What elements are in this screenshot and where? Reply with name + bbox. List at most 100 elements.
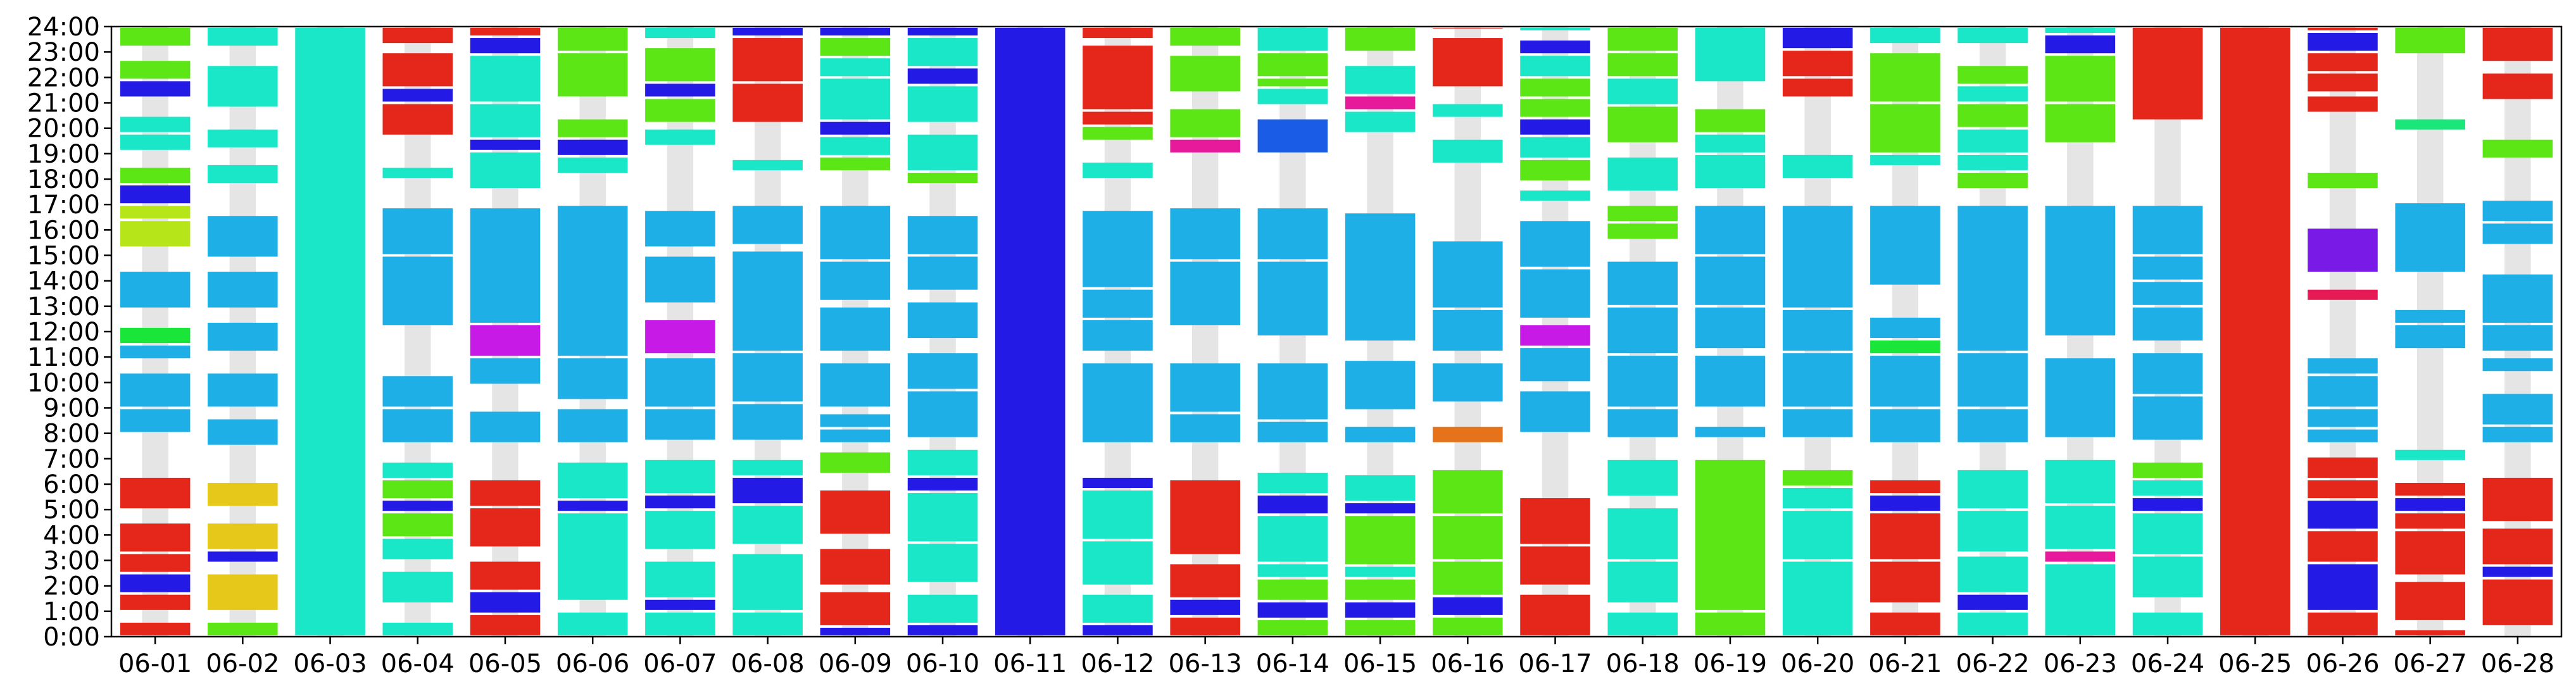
segment-bar	[1433, 241, 1503, 308]
y-tick-label: 11:00	[27, 343, 100, 372]
segment-bar	[2395, 449, 2465, 460]
segment-bar	[1870, 356, 1940, 407]
x-tick-label: 06-05	[468, 649, 542, 678]
segment-bar	[645, 84, 715, 97]
segment-bar	[2482, 394, 2553, 425]
segment-bar	[1520, 41, 1590, 54]
segment-bar	[2395, 513, 2465, 529]
segment-bar	[382, 167, 453, 178]
segment-bar	[1433, 470, 1503, 514]
y-tick-label: 7:00	[43, 445, 100, 474]
x-tick-label: 06-03	[293, 649, 367, 678]
segment-bar	[208, 272, 278, 308]
segment-bar	[1870, 317, 1940, 339]
segment-bar	[1870, 561, 1940, 602]
y-tick-label: 6:00	[43, 470, 100, 499]
segment-bar	[470, 592, 541, 613]
segment-bar	[557, 409, 628, 442]
segment-bar	[1870, 612, 1940, 635]
segment-bar	[732, 251, 803, 351]
segment-bar	[382, 480, 453, 499]
segment-bar	[2482, 223, 2553, 244]
segment-bar	[645, 496, 715, 509]
segment-bar	[120, 346, 191, 359]
segment-bar	[2132, 396, 2203, 440]
segment-bar	[1957, 556, 2028, 592]
segment-bar	[820, 549, 891, 585]
segment-bar	[1345, 427, 1416, 442]
x-tick-label: 06-04	[381, 649, 455, 678]
segment-bar	[2308, 28, 2378, 31]
y-tick-label: 4:00	[43, 521, 100, 550]
segment-bar	[1607, 261, 1678, 305]
x-tick-label: 06-12	[1081, 649, 1154, 678]
x-tick-label: 06-23	[2044, 649, 2117, 678]
segment-bar	[1257, 421, 1328, 442]
segment-bar	[1170, 363, 1240, 412]
segment-bar	[382, 501, 453, 511]
segment-bar	[645, 256, 715, 303]
segment-bar	[1520, 99, 1590, 117]
segment-bar	[470, 104, 541, 137]
segment-bar	[120, 373, 191, 407]
segment-bar	[645, 129, 715, 145]
segment-bar	[1957, 28, 2028, 44]
segment-bar	[2045, 459, 2116, 504]
segment-bar	[1520, 78, 1590, 97]
segment-bar	[1607, 459, 1678, 496]
segment-bar	[907, 625, 978, 635]
segment-bar	[120, 574, 191, 592]
segment-bar	[1520, 159, 1590, 181]
segment-bar	[820, 28, 891, 36]
x-tick-label: 06-10	[906, 649, 979, 678]
segment-bar	[382, 28, 453, 44]
segment-bar	[995, 28, 1065, 635]
segment-bar	[1170, 56, 1240, 92]
segment-bar	[907, 86, 978, 122]
segment-bar	[1257, 472, 1328, 494]
x-tick-label: 06-28	[2481, 649, 2554, 678]
segment-bar	[732, 506, 803, 544]
segment-bar	[120, 477, 191, 509]
segment-bar	[2132, 480, 2203, 496]
segment-bar	[1782, 309, 1853, 351]
segment-bar	[2045, 28, 2116, 34]
segment-bar	[382, 462, 453, 478]
segment-bar	[2045, 56, 2116, 102]
segment-bar	[1520, 348, 1590, 382]
segment-bar	[1695, 154, 1766, 189]
segment-bar	[820, 307, 891, 351]
segment-bar	[1083, 28, 1153, 39]
segment-bar	[2045, 564, 2116, 635]
y-tick-label: 14:00	[27, 267, 100, 296]
segment-bar	[2132, 513, 2203, 554]
segment-bar	[1170, 414, 1240, 442]
segment-bar	[1083, 594, 1153, 623]
segment-bar	[208, 373, 278, 407]
segment-bar	[208, 622, 278, 635]
segment-bar	[1433, 516, 1503, 559]
segment-bar	[1345, 620, 1416, 635]
segment-bar	[1957, 409, 2028, 442]
segment-bar	[907, 172, 978, 184]
segment-bar	[1433, 597, 1503, 615]
segment-bar	[470, 411, 541, 442]
segment-bar	[1607, 206, 1678, 222]
segment-bar	[645, 99, 715, 122]
segment-bar	[120, 185, 191, 204]
x-tick-label: 06-06	[556, 649, 629, 678]
segment-bar	[2395, 498, 2465, 511]
segment-bar	[2482, 325, 2553, 351]
segment-bar	[120, 116, 191, 132]
segment-bar	[470, 508, 541, 547]
segment-bar	[557, 462, 628, 499]
segment-bar	[1957, 206, 2028, 351]
segment-bar	[1782, 409, 1853, 437]
segment-bar	[1957, 172, 2028, 189]
x-tick-label: 06-07	[643, 649, 717, 678]
segment-bar	[1170, 109, 1240, 137]
segment-bar	[120, 622, 191, 635]
segment-bar	[1607, 409, 1678, 437]
segment-bar	[2132, 282, 2203, 305]
segment-bar	[2132, 353, 2203, 394]
